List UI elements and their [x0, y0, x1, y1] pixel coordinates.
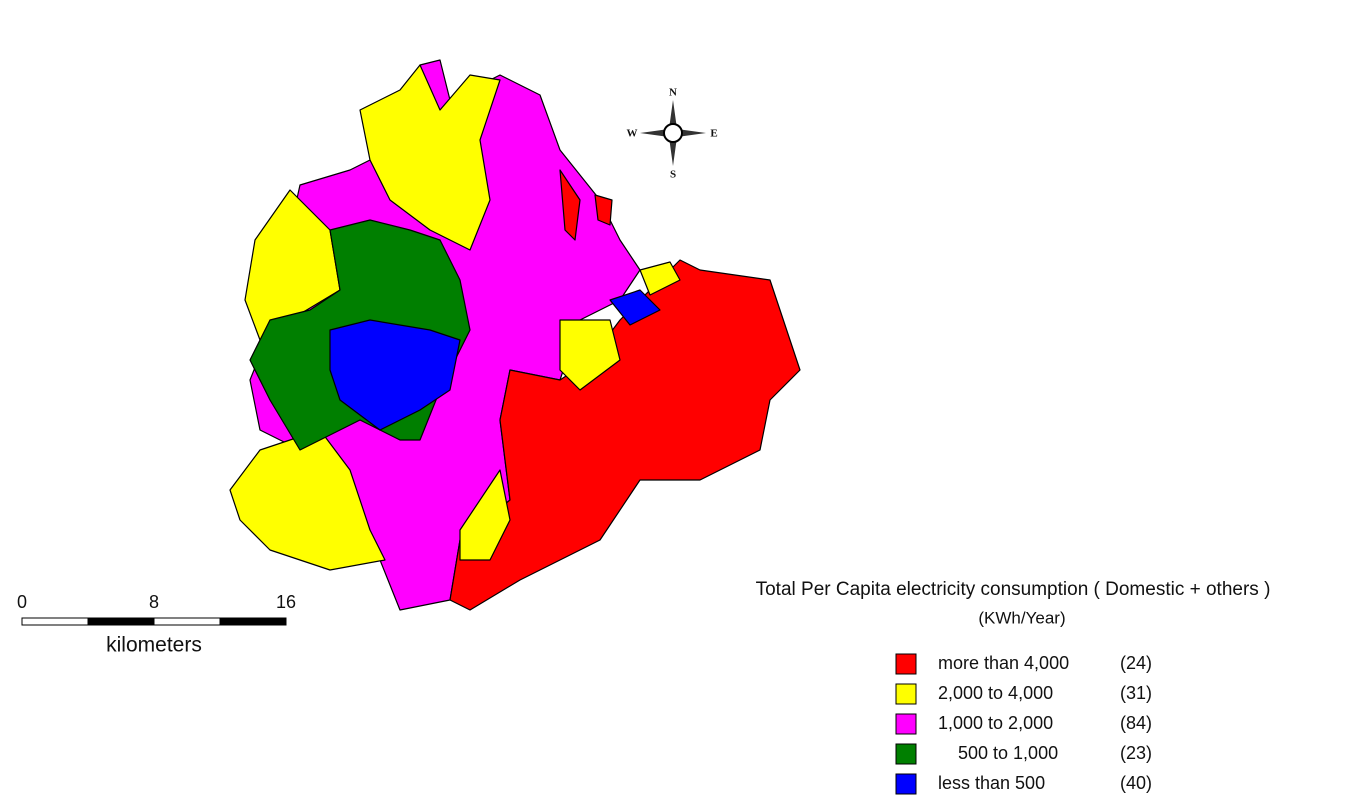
region — [559, 169, 581, 241]
compass-label: N — [669, 87, 677, 99]
legend-count: (40) — [1120, 773, 1152, 793]
legend-swatch — [895, 713, 917, 735]
legend-swatch — [895, 653, 917, 675]
legend-label: 500 to 1,000 — [958, 743, 1058, 763]
region — [459, 469, 511, 561]
region — [359, 64, 501, 251]
compass-label: E — [710, 128, 717, 140]
legend: Total Per Capita electricity consumption… — [756, 579, 1271, 795]
scale-segment — [87, 617, 155, 626]
legend-count: (23) — [1120, 743, 1152, 763]
legend-count: (31) — [1120, 683, 1152, 703]
region — [639, 261, 681, 296]
legend-label: 1,000 to 2,000 — [938, 713, 1053, 733]
legend-swatch — [895, 683, 917, 705]
scale-label: 8 — [149, 592, 159, 612]
legend-swatch — [895, 773, 917, 795]
scale-unit: kilometers — [106, 634, 202, 657]
scale-label: 0 — [17, 592, 27, 612]
legend-subtitle: (KWh/Year) — [978, 608, 1065, 627]
scale-segment — [21, 617, 89, 626]
legend-title: Total Per Capita electricity consumption… — [756, 579, 1271, 600]
legend-label: less than 500 — [938, 773, 1045, 793]
compass-label: S — [670, 169, 676, 181]
legend-count: (24) — [1120, 653, 1152, 673]
legend-label: more than 4,000 — [938, 653, 1069, 673]
region — [229, 429, 386, 571]
compass: N S E W — [627, 87, 718, 181]
scale-segment — [153, 617, 221, 626]
legend-swatch — [895, 743, 917, 765]
choropleth-map — [229, 59, 801, 611]
scale-segment — [219, 617, 287, 626]
scale-label: 16 — [276, 592, 296, 612]
region — [594, 194, 613, 226]
region — [329, 319, 461, 431]
compass-label: W — [627, 128, 638, 140]
legend-label: 2,000 to 4,000 — [938, 683, 1053, 703]
legend-count: (84) — [1120, 713, 1152, 733]
region — [559, 319, 621, 391]
region — [244, 189, 341, 341]
region — [609, 289, 661, 326]
compass-center — [663, 123, 683, 143]
scale-bar: 0 8 16 kilometers — [17, 592, 296, 657]
